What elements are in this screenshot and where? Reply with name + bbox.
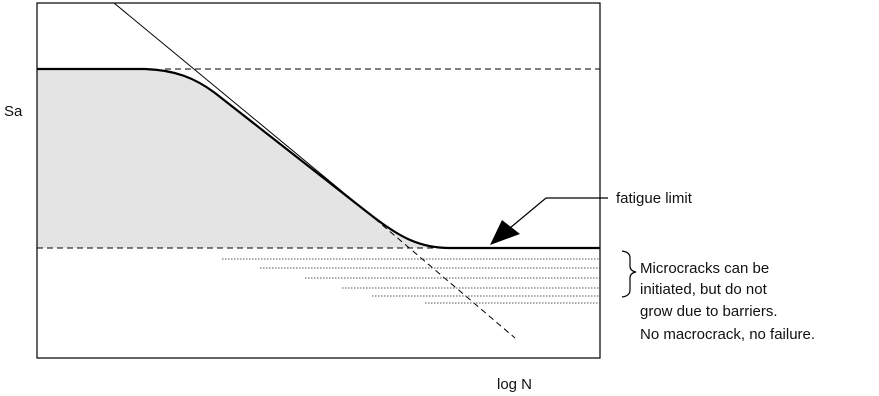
note-line-4: No macrocrack, no failure. bbox=[640, 326, 815, 343]
microcrack-dotted-lines bbox=[222, 258, 600, 304]
note-line-3: grow due to barriers. bbox=[640, 303, 778, 320]
shaded-region-under-curve bbox=[37, 69, 600, 248]
arrow-head bbox=[490, 220, 520, 245]
sloped-line-solid bbox=[113, 2, 368, 213]
fatigue-limit-arrow bbox=[490, 197, 608, 245]
y-axis-label: Sa bbox=[4, 103, 23, 120]
note-line-2: initiated, but do not bbox=[640, 281, 768, 298]
note-line-1: Microcracks can be bbox=[640, 260, 769, 277]
fatigue-limit-label: fatigue limit bbox=[616, 190, 693, 207]
sn-curve bbox=[37, 67, 600, 250]
x-axis-label: log N bbox=[497, 376, 532, 393]
arrow-shaft bbox=[509, 197, 608, 229]
note-brace bbox=[621, 250, 637, 298]
sloped-line-dashed-extension bbox=[366, 211, 516, 339]
plot-frame bbox=[36, 2, 601, 359]
